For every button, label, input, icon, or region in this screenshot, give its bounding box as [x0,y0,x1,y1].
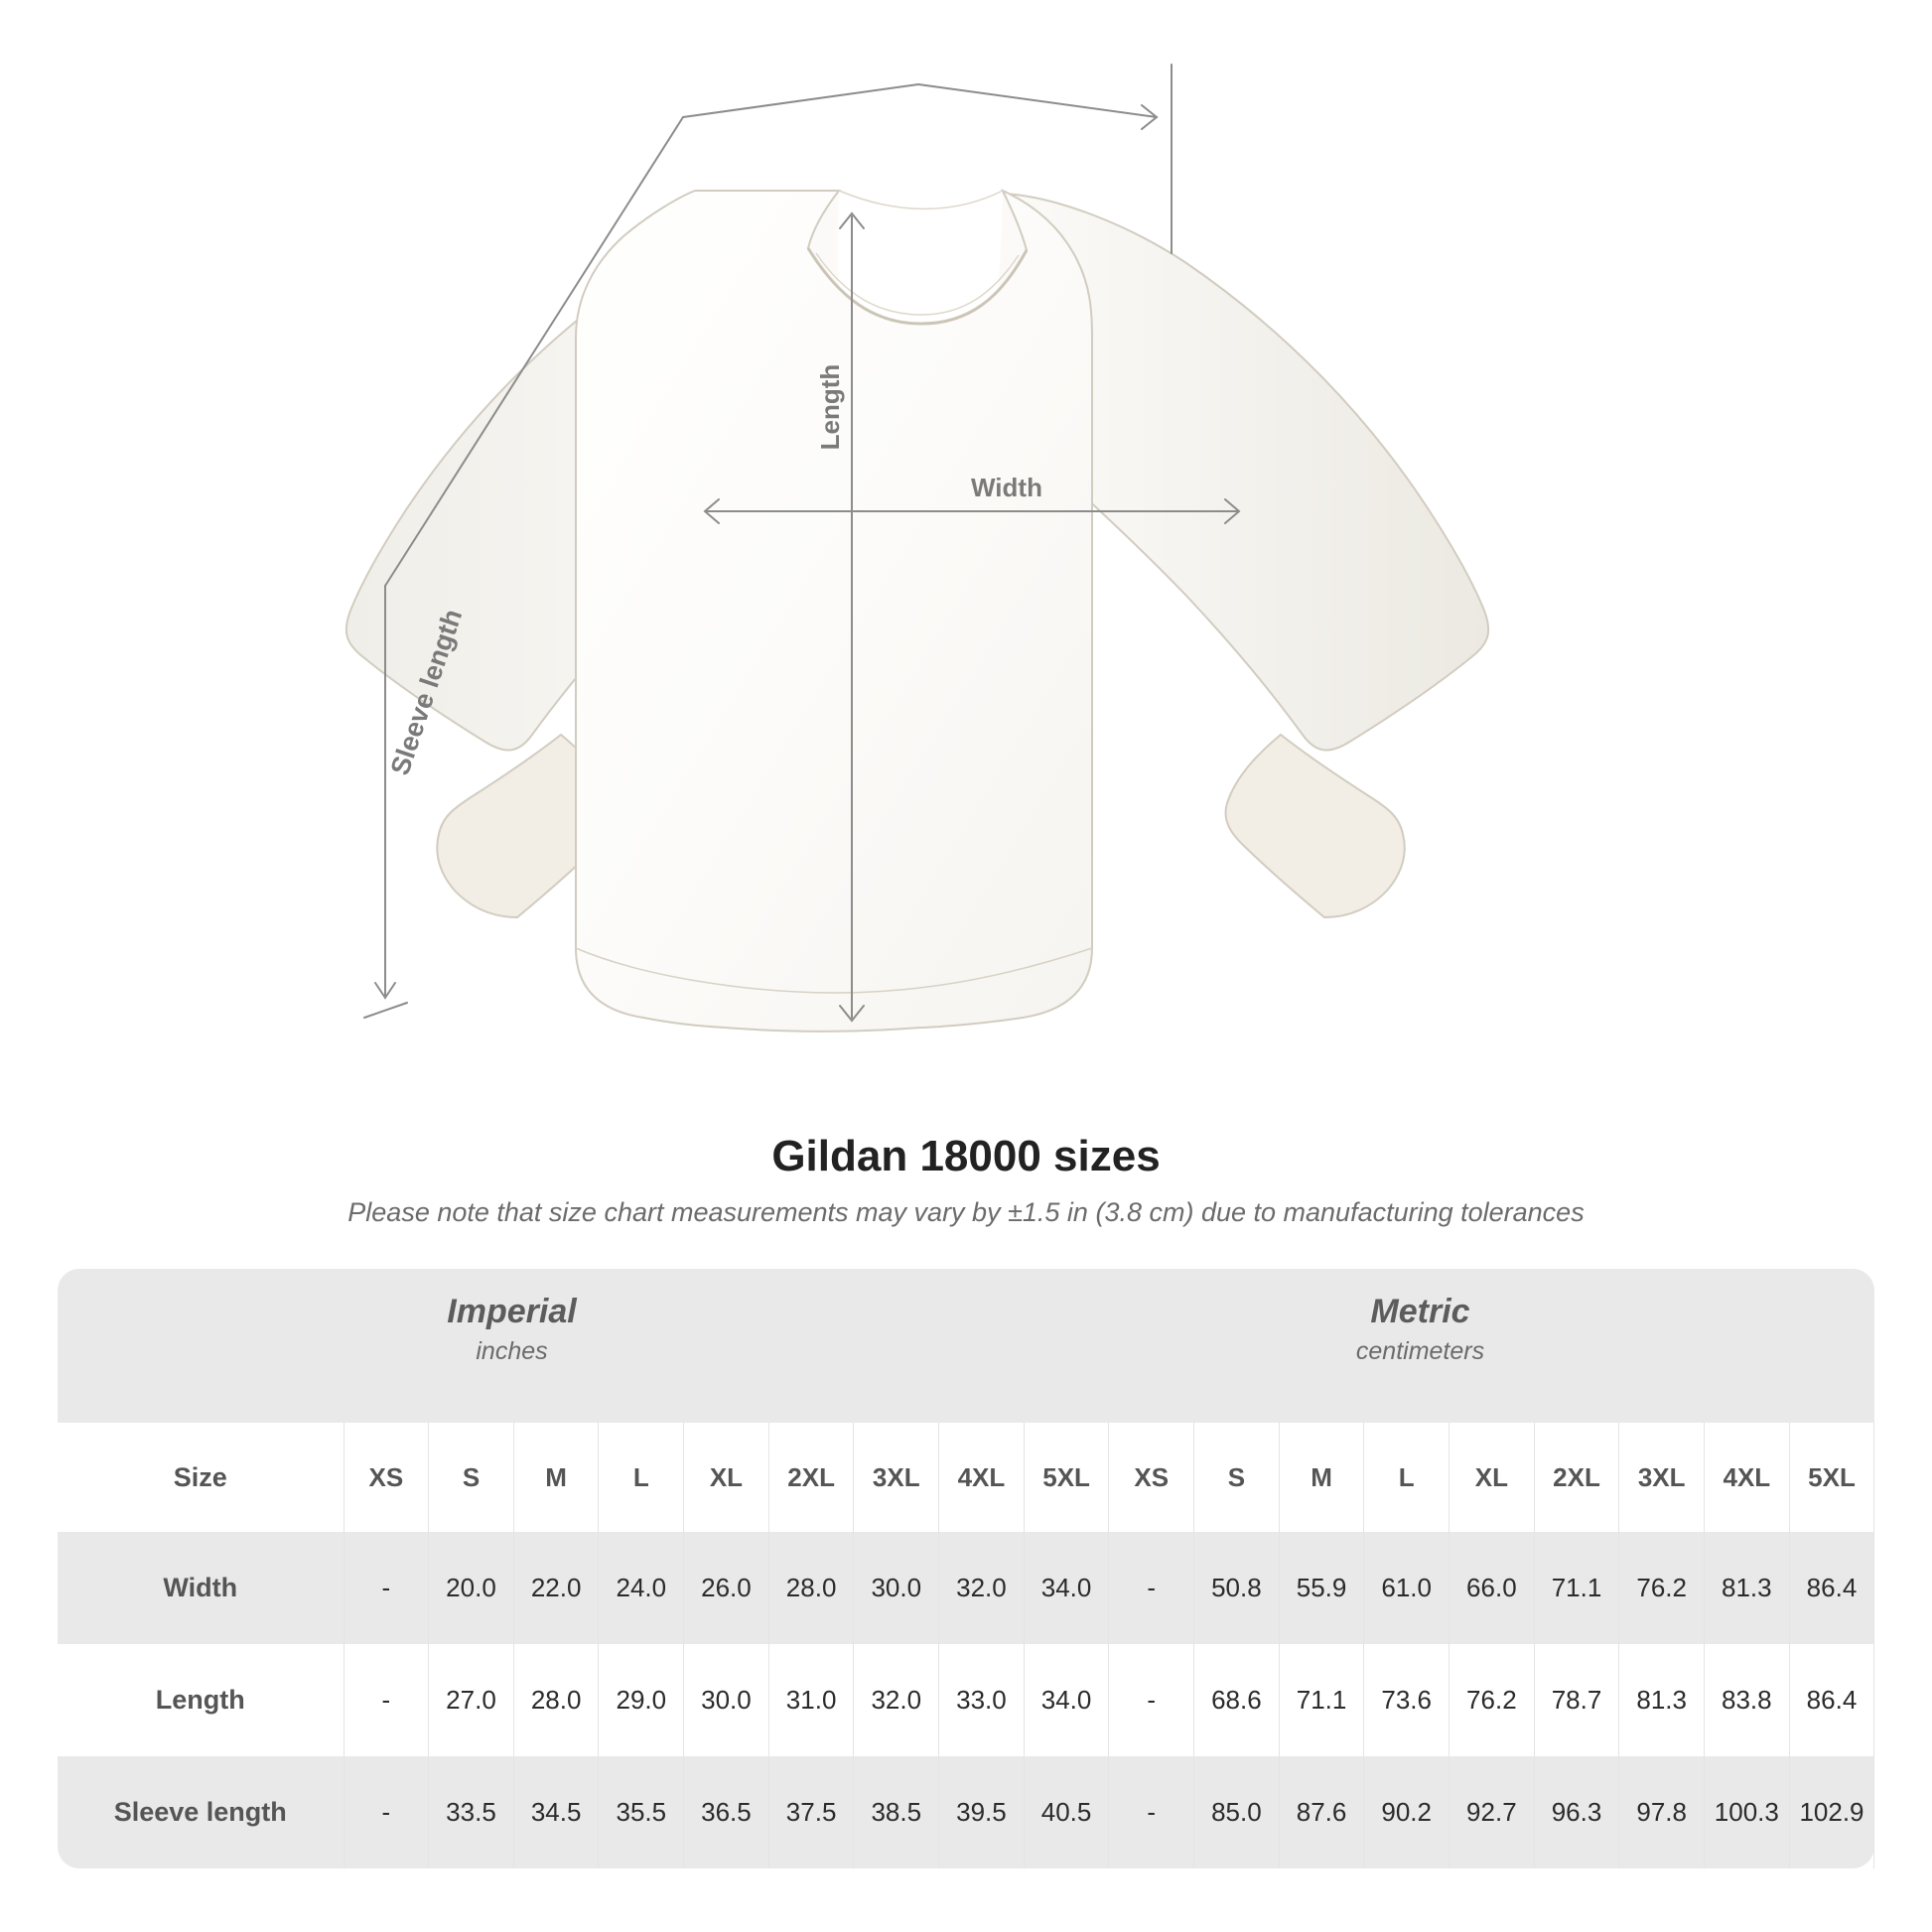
svg-text:Width: Width [971,473,1042,502]
svg-text:Length: Length [815,364,845,451]
